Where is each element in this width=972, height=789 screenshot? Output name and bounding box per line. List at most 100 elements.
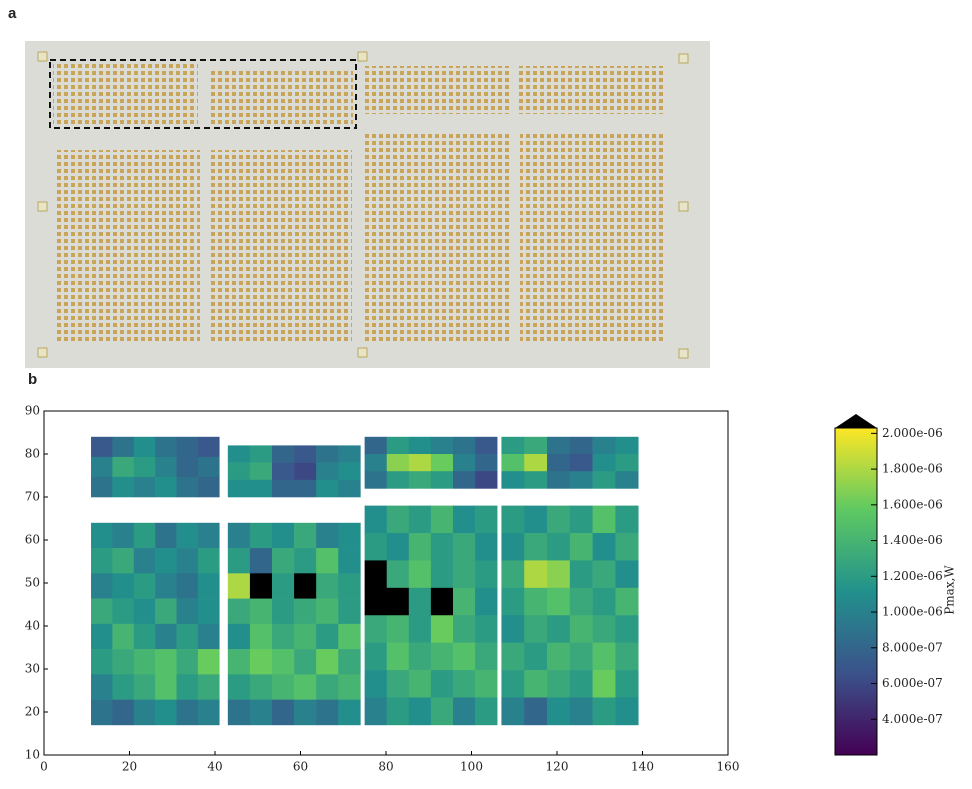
heat-cell — [112, 623, 135, 650]
heat-cell — [176, 456, 199, 478]
heat-cell — [592, 505, 616, 534]
heat-cell — [452, 587, 476, 616]
heat-cell — [524, 505, 548, 534]
heat-cell — [133, 476, 156, 498]
heat-cell — [615, 436, 639, 455]
heat-cell — [338, 699, 361, 726]
heat-cell — [592, 670, 616, 698]
heat-cell — [133, 674, 156, 700]
heat-cell — [408, 533, 432, 561]
heat-cell — [364, 615, 388, 643]
heat-cell — [316, 623, 339, 650]
heat-cell — [430, 560, 454, 589]
heat-cell — [524, 670, 548, 698]
heat-cell — [592, 615, 616, 643]
heat-cell — [364, 471, 388, 489]
heat-cell — [501, 505, 525, 534]
heat-cell — [386, 505, 410, 534]
heat-cell — [227, 573, 251, 599]
heat-cell — [112, 573, 135, 599]
heat-cell — [227, 649, 251, 675]
heat-cell — [547, 697, 571, 726]
y-tick-label: 40 — [25, 619, 40, 633]
heat-cell — [227, 623, 251, 650]
heat-cell — [452, 436, 476, 455]
heat-cell — [294, 479, 317, 498]
heat-cell — [408, 454, 432, 472]
heat-cell — [592, 560, 616, 589]
x-tick-label: 160 — [717, 760, 740, 774]
heat-cell — [197, 598, 220, 625]
heat-cell — [408, 642, 432, 671]
heat-cell — [338, 674, 361, 700]
heat-cell — [524, 697, 548, 726]
x-tick-label: 140 — [631, 760, 654, 774]
heat-cell — [197, 456, 220, 478]
heat-cell — [91, 623, 113, 650]
heat-cell — [294, 674, 317, 700]
heat-cell — [249, 479, 273, 498]
colorbar-tick-label: 2.000e-06 — [882, 426, 943, 440]
heat-cell — [316, 479, 339, 498]
heat-cell — [524, 454, 548, 472]
heat-cell — [501, 697, 525, 726]
heat-cell — [197, 699, 220, 726]
y-tick-label: 80 — [25, 447, 40, 461]
heat-cell — [249, 598, 273, 625]
heat-cell — [249, 462, 273, 481]
y-tick-label: 60 — [25, 533, 40, 547]
heat-cell — [501, 533, 525, 561]
heat-cell — [338, 462, 361, 481]
heat-cell — [91, 436, 113, 458]
colorbar-tick-label: 8.000e-07 — [882, 640, 943, 654]
heat-cell — [176, 436, 199, 458]
heat-cell — [501, 642, 525, 671]
heat-cell — [316, 522, 339, 549]
heat-cell — [569, 697, 593, 726]
heat-cell — [227, 522, 251, 549]
heat-cell — [249, 522, 273, 549]
heat-cell — [133, 573, 156, 599]
heat-cell — [249, 649, 273, 675]
heat-cell — [176, 522, 199, 549]
colorbar-tick-label: 6.000e-07 — [882, 676, 943, 690]
x-tick-label: 60 — [293, 760, 308, 774]
heat-cell — [249, 548, 273, 574]
heat-cell — [294, 573, 317, 599]
heat-cell — [408, 615, 432, 643]
heat-cell — [133, 623, 156, 650]
heat-cell — [112, 456, 135, 478]
heat-cell — [133, 436, 156, 458]
heat-cell — [364, 505, 388, 534]
heat-cell — [592, 642, 616, 671]
colorbar-tick-label: 1.800e-06 — [882, 462, 943, 476]
heat-cell — [227, 674, 251, 700]
heat-cell — [547, 471, 571, 489]
heat-cell — [408, 505, 432, 534]
heat-cell — [338, 598, 361, 625]
heat-cell — [452, 560, 476, 589]
colorbar-tick-label: 1.400e-06 — [882, 533, 943, 547]
heat-cell — [155, 674, 177, 700]
heat-cell — [272, 674, 295, 700]
heat-cell — [133, 649, 156, 675]
heat-cell — [133, 598, 156, 625]
heat-cell — [272, 548, 295, 574]
heat-cell — [176, 649, 199, 675]
heat-cell — [475, 471, 498, 489]
heat-cell — [408, 697, 432, 726]
heat-cell — [615, 615, 639, 643]
heat-cell — [615, 505, 639, 534]
heat-cell — [272, 479, 295, 498]
heat-cell — [615, 697, 639, 726]
y-tick-label: 70 — [25, 490, 40, 504]
heat-cell — [592, 533, 616, 561]
heat-cell — [615, 642, 639, 671]
heat-cell — [197, 649, 220, 675]
heat-cell — [430, 471, 454, 489]
heat-cell — [155, 522, 177, 549]
heat-cell — [475, 587, 498, 616]
heat-cell — [364, 533, 388, 561]
heat-cell — [338, 548, 361, 574]
